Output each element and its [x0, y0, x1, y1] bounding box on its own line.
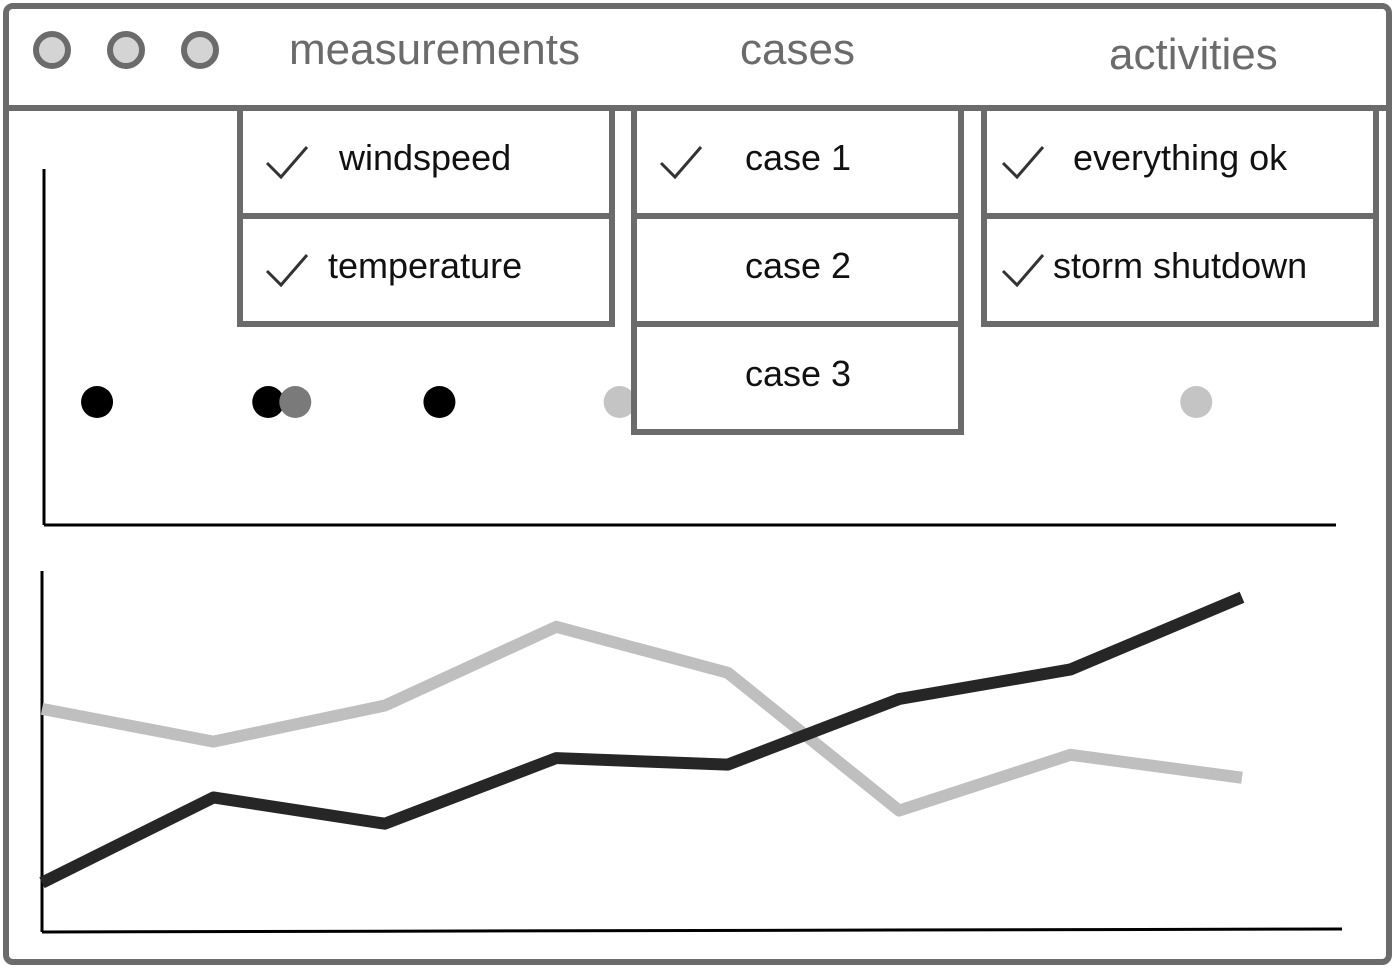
scatter-point	[81, 386, 114, 418]
line-chart	[39, 571, 1343, 934]
window-button-1-circle-icon[interactable]	[33, 31, 71, 69]
line-series-group	[39, 591, 1245, 889]
checkmark-icon	[659, 146, 703, 180]
scatter-point	[252, 386, 285, 418]
menu-item-label: temperature	[328, 245, 523, 286]
event-scatter-chart	[42, 169, 1336, 527]
menu-item-storm-shutdown[interactable]: storm shutdown	[987, 219, 1373, 327]
window-button-2-circle-icon[interactable]	[107, 31, 145, 69]
checkmark-icon	[1001, 146, 1045, 180]
checkmark-icon	[1001, 254, 1045, 288]
menu-item-windspeed[interactable]: windspeed	[243, 111, 609, 219]
menu-bar: measurements cases activities	[9, 9, 1386, 111]
checkmark-icon	[265, 146, 309, 180]
menu-item-label: case 1	[745, 137, 852, 178]
menu-item-case-1[interactable]: case 1	[637, 111, 958, 219]
menu-item-case-2[interactable]: case 2	[637, 219, 958, 327]
line-series-1	[40, 620, 1243, 817]
menu-item-case-3[interactable]: case 3	[637, 327, 958, 435]
cases-dropdown: case 1 case 2 case 3	[631, 105, 964, 435]
scatter-point	[279, 386, 312, 418]
menu-item-temperature[interactable]: temperature	[243, 219, 609, 327]
checkmark-icon	[265, 254, 309, 288]
line-series-2	[39, 591, 1245, 889]
window-button-3-circle-icon[interactable]	[181, 31, 219, 69]
measurements-dropdown: windspeed temperature	[237, 105, 615, 327]
scatter-point	[423, 386, 456, 418]
menu-item-label: everything ok	[1073, 137, 1288, 178]
scatter-point	[1180, 386, 1213, 418]
line-x-axis	[41, 927, 1343, 934]
menu-item-label: case 3	[745, 353, 852, 394]
menu-item-everything-ok[interactable]: everything ok	[987, 111, 1373, 219]
scatter-points	[81, 386, 1213, 418]
scatter-point	[603, 386, 636, 418]
menu-measurements[interactable]: measurements	[289, 25, 581, 74]
activities-dropdown: everything ok storm shutdown	[981, 105, 1379, 327]
app-window: measurements cases activities windspeed …	[3, 3, 1392, 965]
menu-item-label: windspeed	[339, 137, 512, 178]
menu-cases[interactable]: cases	[740, 25, 855, 74]
menu-item-label: storm shutdown	[1053, 245, 1308, 286]
menu-item-label: case 2	[745, 245, 852, 286]
menu-activities[interactable]: activities	[1109, 30, 1278, 79]
